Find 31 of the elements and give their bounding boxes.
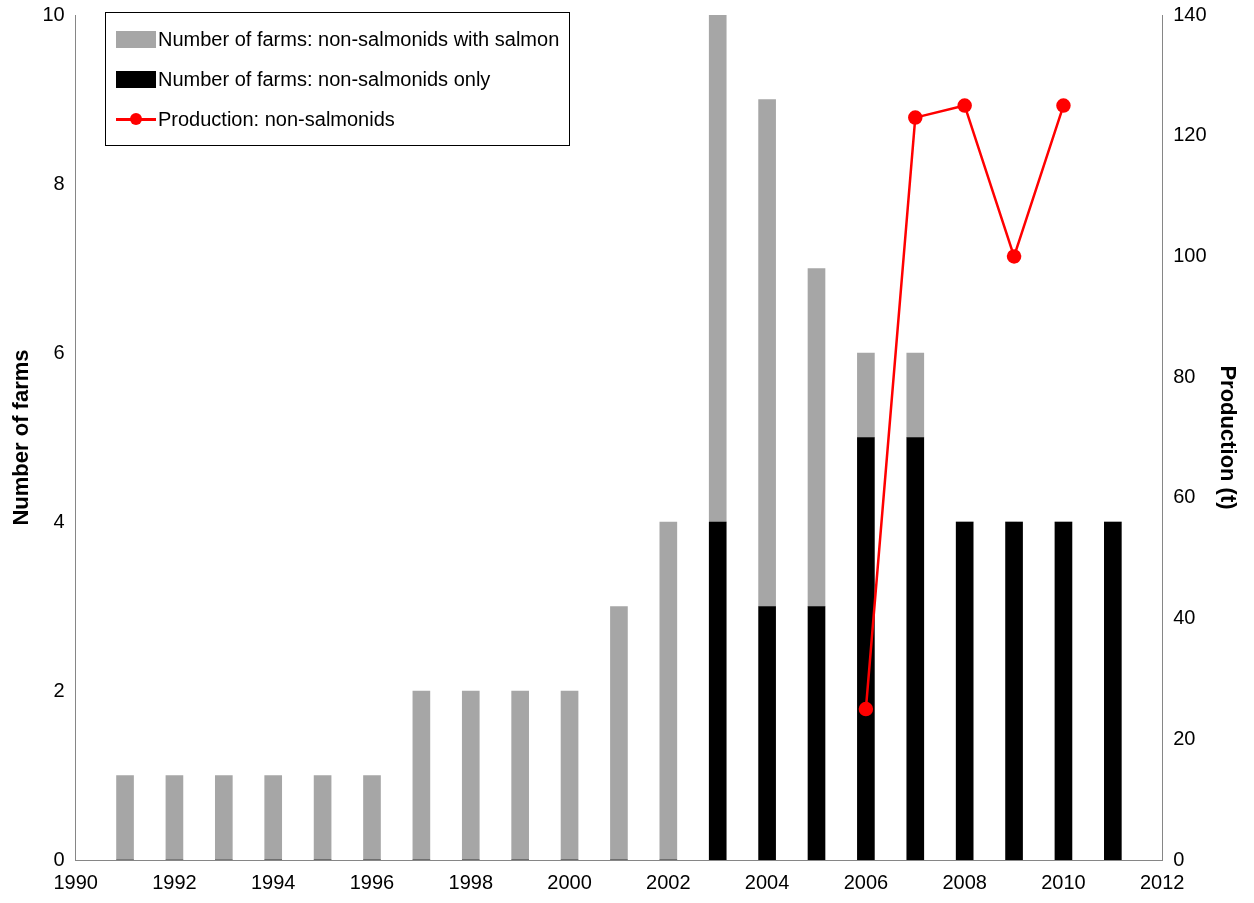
- y2-tick-label: 0: [1173, 847, 1185, 870]
- x-tick-label: 2004: [744, 870, 790, 893]
- y2-tick-label: 60: [1173, 485, 1196, 508]
- legend-label: Production: non-salmonids: [158, 107, 395, 131]
- y-tick-label: 10: [42, 2, 65, 25]
- x-tick-label: 2008: [942, 870, 987, 893]
- y2-tick-label: 20: [1173, 726, 1196, 749]
- y-tick-label: 4: [53, 509, 65, 532]
- y2-tick-label: 40: [1173, 606, 1196, 629]
- x-tick-label: 1992: [152, 870, 197, 893]
- y2-tick-label: 100: [1173, 243, 1207, 266]
- y-tick-label: 8: [53, 171, 65, 194]
- y2-axis-title: Production (t): [1215, 365, 1241, 510]
- y-tick-label: 6: [53, 340, 65, 363]
- y-tick-label: 0: [53, 847, 65, 870]
- y-axis-title: Number of farms: [8, 349, 34, 526]
- x-tick-label: 2000: [547, 870, 592, 893]
- y2-tick-label: 120: [1173, 123, 1207, 146]
- legend-label: Number of farms: non-salmonids with salmon: [158, 27, 560, 51]
- x-tick-label: 1996: [349, 870, 395, 893]
- y-tick-label: 2: [53, 678, 65, 701]
- x-tick-label: 1990: [53, 870, 98, 893]
- x-tick-label: 1994: [250, 870, 296, 893]
- x-tick-label: 2012: [1139, 870, 1185, 893]
- legend-label: Number of farms: non-salmonids only: [158, 67, 491, 91]
- y2-tick-label: 140: [1173, 2, 1207, 25]
- y2-tick-label: 80: [1173, 364, 1196, 387]
- x-tick-label: 2010: [1041, 870, 1086, 893]
- x-tick-label: 1998: [448, 870, 494, 893]
- x-tick-label: 2006: [843, 870, 889, 893]
- x-tick-label: 2002: [646, 870, 691, 893]
